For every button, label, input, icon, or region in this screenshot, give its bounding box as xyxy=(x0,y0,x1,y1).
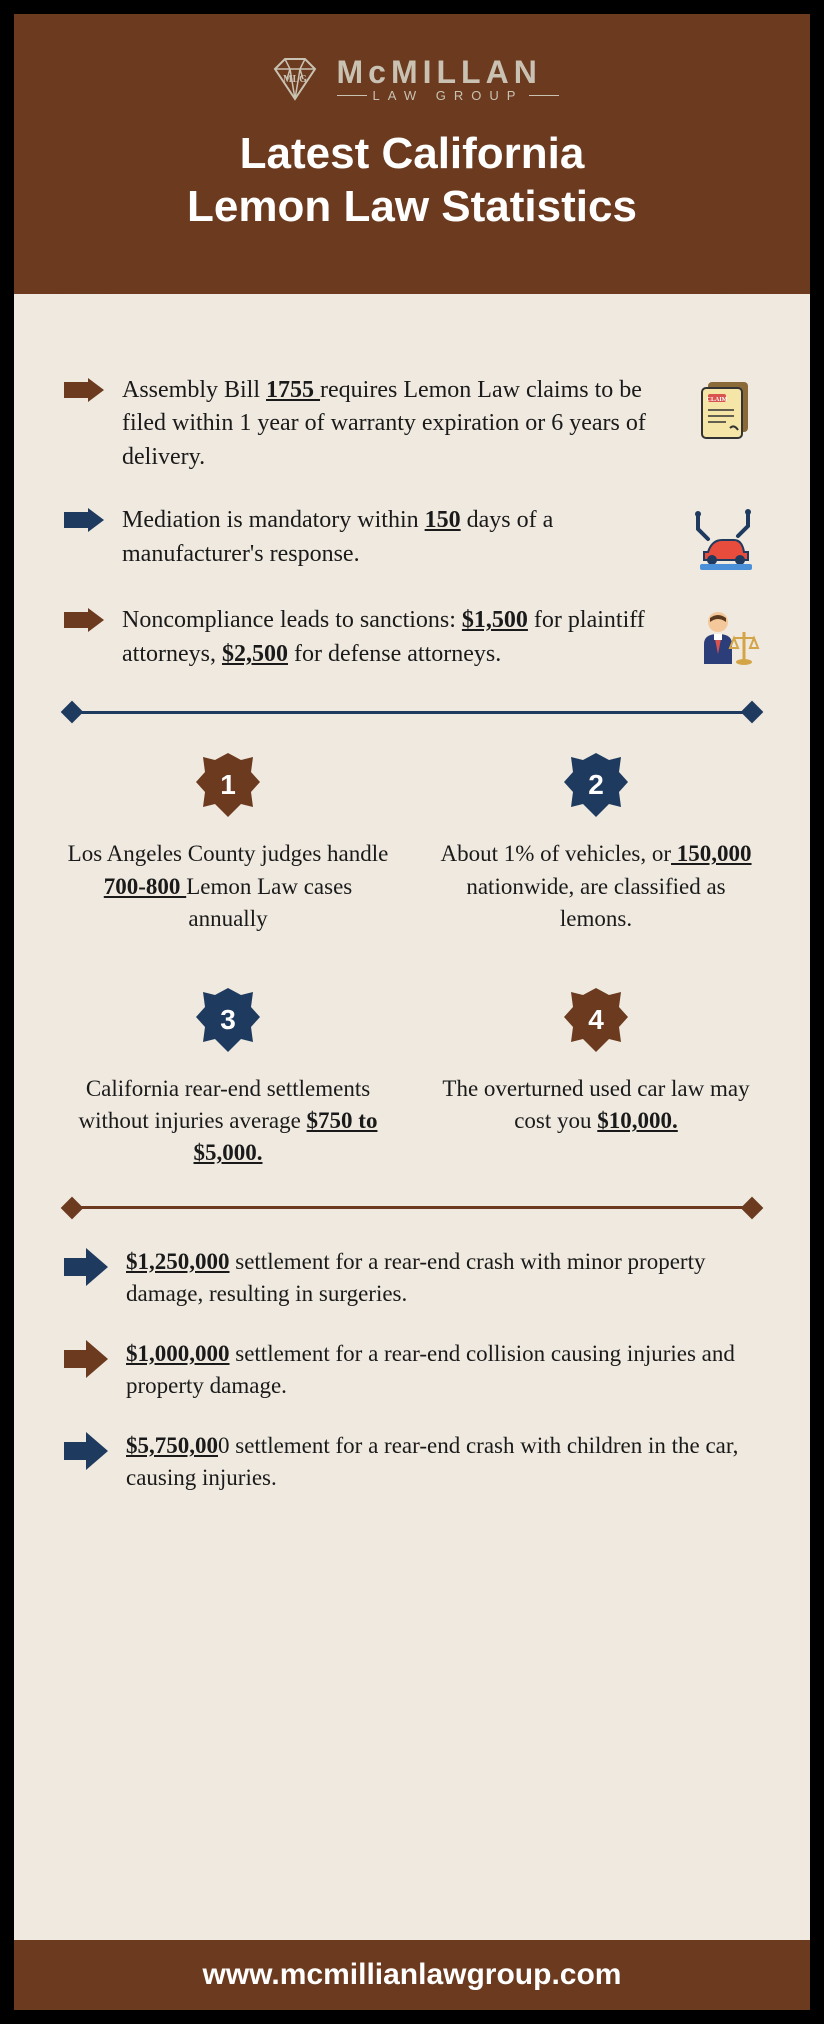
divider-dot-icon xyxy=(61,1196,84,1219)
stat-text: Los Angeles County judges handle 700-800… xyxy=(64,838,392,935)
fact-row: Assembly Bill 1755 requires Lemon Law cl… xyxy=(64,374,760,475)
svg-text:CLAIM: CLAIM xyxy=(707,397,728,403)
stat-text: About 1% of vehicles, or 150,000 nationw… xyxy=(432,838,760,935)
arrow-icon xyxy=(64,1248,108,1286)
settlement-text: $1,000,000 settlement for a rear-end col… xyxy=(126,1338,760,1402)
arrow-bullet-icon xyxy=(64,608,104,632)
arrow-icon xyxy=(64,1432,108,1470)
stat-badge-icon: 2 xyxy=(561,750,631,820)
settlement-row: $1,000,000 settlement for a rear-end col… xyxy=(64,1338,760,1402)
company-logo: MLG McMILLAN LAW GROUP xyxy=(34,54,790,104)
claim-document-icon: CLAIM xyxy=(690,374,760,444)
divider-dot-icon xyxy=(741,701,764,724)
infographic-frame: MLG McMILLAN LAW GROUP Latest California… xyxy=(2,2,822,2022)
svg-text:1: 1 xyxy=(220,769,236,800)
svg-text:MLG: MLG xyxy=(283,74,307,85)
stat-item: 4 The overturned used car law may cost y… xyxy=(432,985,760,1170)
footer-url: www.mcmillianlawgroup.com xyxy=(14,1940,810,2010)
settlement-row: $1,250,000 settlement for a rear-end cra… xyxy=(64,1246,760,1310)
arrow-bullet-icon xyxy=(64,508,104,532)
fact-text: Noncompliance leads to sanctions: $1,500… xyxy=(122,604,672,671)
logo-company-name: McMILLAN xyxy=(337,56,560,88)
stat-badge-icon: 3 xyxy=(193,985,263,1055)
divider xyxy=(64,1200,760,1216)
divider-dot-icon xyxy=(61,701,84,724)
stats-grid: 1 Los Angeles County judges handle 700-8… xyxy=(64,750,760,1169)
settlement-text: $5,750,000 settlement for a rear-end cra… xyxy=(126,1430,760,1494)
stat-item: 2 About 1% of vehicles, or 150,000 natio… xyxy=(432,750,760,935)
divider-dot-icon xyxy=(741,1196,764,1219)
page-title: Latest California Lemon Law Statistics xyxy=(34,128,790,234)
stat-text: California rear-end settlements without … xyxy=(64,1073,392,1170)
logo-subtitle: LAW GROUP xyxy=(337,88,560,103)
title-line-1: Latest California xyxy=(240,129,585,178)
stat-text: The overturned used car law may cost you… xyxy=(432,1073,760,1137)
stat-item: 3 California rear-end settlements withou… xyxy=(64,985,392,1170)
diamond-icon: MLG xyxy=(265,54,325,104)
stat-badge-icon: 1 xyxy=(193,750,263,820)
fact-row: Noncompliance leads to sanctions: $1,500… xyxy=(64,604,760,674)
title-line-2: Lemon Law Statistics xyxy=(187,182,637,231)
settlement-text: $1,250,000 settlement for a rear-end cra… xyxy=(126,1246,760,1310)
stat-item: 1 Los Angeles County judges handle 700-8… xyxy=(64,750,392,935)
fact-text: Assembly Bill 1755 requires Lemon Law cl… xyxy=(122,374,672,475)
divider xyxy=(64,704,760,720)
stat-badge-icon: 4 xyxy=(561,985,631,1055)
arrow-bullet-icon xyxy=(64,378,104,402)
header-section: MLG McMILLAN LAW GROUP Latest California… xyxy=(14,14,810,294)
svg-text:3: 3 xyxy=(220,1004,236,1035)
fact-text: Mediation is mandatory within 150 days o… xyxy=(122,504,672,571)
svg-text:2: 2 xyxy=(588,769,604,800)
settlement-row: $5,750,000 settlement for a rear-end cra… xyxy=(64,1430,760,1494)
svg-text:4: 4 xyxy=(588,1004,604,1035)
content-section: Assembly Bill 1755 requires Lemon Law cl… xyxy=(14,294,810,1940)
lawyer-scales-icon xyxy=(690,604,760,674)
fact-row: Mediation is mandatory within 150 days o… xyxy=(64,504,760,574)
arrow-icon xyxy=(64,1340,108,1378)
car-manufacturing-icon xyxy=(690,504,760,574)
